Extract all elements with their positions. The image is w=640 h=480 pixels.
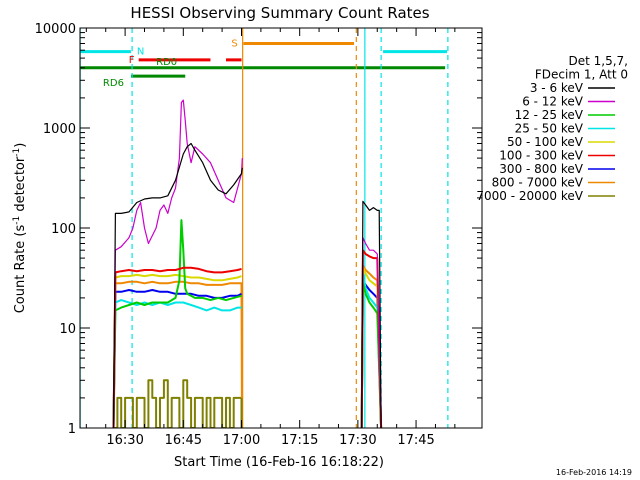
legend-header-0: Det 1,5,7, bbox=[569, 54, 629, 68]
y-axis-label-end: ) bbox=[13, 143, 28, 148]
series-line-4-0 bbox=[112, 273, 242, 428]
legend-entry-label-7: 800 - 7000 keV bbox=[492, 176, 584, 190]
flag-label-s: S bbox=[231, 38, 237, 49]
flag-label-rd6: RD6 bbox=[103, 78, 124, 89]
series-line-0-1 bbox=[361, 200, 382, 428]
series-layer bbox=[112, 99, 383, 428]
y-axis-label-mid: detector bbox=[13, 156, 28, 216]
series-line-5-0 bbox=[112, 266, 242, 428]
y-tick-label-3: 1000 bbox=[43, 122, 76, 137]
flag-layer bbox=[80, 41, 448, 78]
legend-entry-label-8: 7000 - 20000 keV bbox=[476, 189, 583, 203]
y-tick-label-2: 100 bbox=[51, 222, 76, 237]
x-axis-label: Start Time (16-Feb-16 16:18:22) bbox=[174, 455, 384, 470]
series-line-3-0 bbox=[112, 299, 242, 428]
flag-label-n: N bbox=[137, 47, 144, 58]
legend-entry-label-1: 6 - 12 keV bbox=[522, 95, 584, 109]
flag-label-f: F bbox=[129, 55, 135, 66]
footer-timestamp: 16-Feb-2016 14:19 bbox=[556, 468, 632, 477]
y-axis-label-sup-2: -1 bbox=[12, 148, 22, 157]
x-tick-label-5: 17:45 bbox=[397, 433, 434, 448]
y-axis: 1 10 100 1000 10000 bbox=[35, 22, 482, 437]
x-tick-label-3: 17:15 bbox=[281, 433, 318, 448]
x-tick-label-4: 17:30 bbox=[339, 433, 376, 448]
series-line-2-0 bbox=[112, 219, 242, 428]
y-axis-label: Count Rate (s-1 detector-1) bbox=[12, 143, 28, 314]
y-tick-label-4: 10000 bbox=[35, 22, 76, 37]
series-line-0-0 bbox=[112, 142, 243, 428]
y-tick-label-1: 10 bbox=[59, 322, 76, 337]
legend-entry-label-5: 100 - 300 keV bbox=[499, 149, 583, 163]
legend-entry-label-3: 25 - 50 keV bbox=[515, 122, 584, 136]
legend-entry-label-4: 50 - 100 keV bbox=[507, 135, 584, 149]
x-tick-label-2: 17:00 bbox=[223, 433, 260, 448]
legend-entry-label-0: 3 - 6 keV bbox=[530, 81, 584, 95]
x-axis: 16:30 16:45 17:00 17:15 17:30 17:45 bbox=[85, 28, 456, 448]
chart-title: HESSI Observing Summary Count Rates bbox=[130, 4, 429, 22]
y-tick-label-0: 1 bbox=[68, 422, 76, 437]
y-axis-label-sup-1: -1 bbox=[12, 216, 22, 225]
legend-entry-label-6: 300 - 800 keV bbox=[499, 162, 583, 176]
series-line-1-0 bbox=[112, 99, 243, 428]
legend-entry-label-2: 12 - 25 keV bbox=[515, 108, 584, 122]
y-axis-label-main: Count Rate (s bbox=[13, 225, 28, 314]
x-tick-label-0: 16:30 bbox=[106, 433, 143, 448]
series-line-8-0 bbox=[113, 379, 243, 428]
legend-header-1: FDecim 1, Att 0 bbox=[535, 68, 628, 82]
x-tick-label-1: 16:45 bbox=[165, 433, 202, 448]
flag-label-rd0: RD0 bbox=[156, 57, 177, 68]
